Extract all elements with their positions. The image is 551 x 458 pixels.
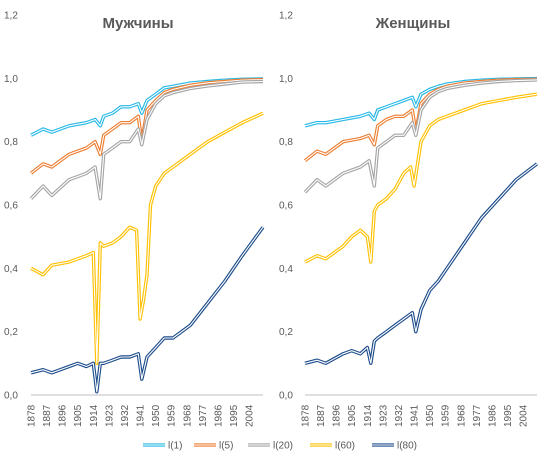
- panel-title: Женщины: [375, 15, 451, 32]
- x-tick-label: 1959: [441, 404, 452, 427]
- x-tick-label: 1896: [58, 404, 69, 427]
- legend-item: l(5): [194, 441, 233, 452]
- legend-item: l(60): [310, 441, 355, 452]
- x-tick-label: 2004: [245, 404, 256, 427]
- series-line-inner: [304, 93, 538, 263]
- y-tick-label: 0,2: [4, 327, 18, 338]
- x-tick-label: 1923: [104, 404, 115, 427]
- series-line-inner: [30, 80, 264, 200]
- series-line-inner: [304, 163, 538, 364]
- series-l-20: [303, 78, 538, 194]
- series-l-5: [29, 77, 264, 175]
- y-tick-label: 0,8: [279, 137, 293, 148]
- series-line-inner: [304, 79, 538, 193]
- series-line-inner: [30, 112, 264, 364]
- x-tick-label: 1932: [120, 404, 131, 427]
- series-l-60: [304, 92, 538, 264]
- y-tick-label: 0,4: [279, 264, 293, 275]
- series-l-5: [303, 77, 538, 163]
- legend-item: l(1): [143, 441, 182, 452]
- x-tick-label: 1950: [151, 404, 162, 427]
- x-tick-label: 1878: [27, 404, 38, 427]
- x-tick-label: 1941: [136, 404, 147, 427]
- x-tick-label: 1959: [167, 404, 178, 427]
- y-tick-label: 0,2: [279, 327, 293, 338]
- x-tick-label: 1914: [363, 404, 374, 427]
- x-tick-label: 1887: [316, 404, 327, 427]
- series-line-inner: [30, 79, 264, 174]
- panel-title: Мужчины: [102, 15, 173, 32]
- y-tick-label: 1,0: [4, 74, 18, 85]
- x-tick-label: 1941: [410, 404, 421, 427]
- y-tick-label: 0,6: [279, 201, 293, 212]
- x-tick-label: 1923: [378, 404, 389, 427]
- x-tick-label: 1995: [503, 404, 514, 427]
- legend-label: l(20): [273, 441, 293, 452]
- x-tick-label: 1950: [425, 404, 436, 427]
- x-tick-label: 1905: [73, 404, 84, 427]
- legend-label: l(1): [168, 441, 182, 452]
- y-tick-label: 0,4: [4, 264, 18, 275]
- series-l-60: [30, 111, 264, 365]
- y-tick-label: 1,2: [279, 11, 293, 22]
- x-tick-label: 1986: [487, 404, 498, 427]
- x-tick-label: 2004: [519, 404, 530, 427]
- x-tick-label: 1914: [89, 404, 100, 427]
- panel-men: Мужчины 0,0 0,2 0,4 0,6 0,8 1,0 1,2 1878 1887 1896…: [4, 11, 265, 427]
- x-tick-label: 1887: [42, 404, 53, 427]
- series-l-80: [304, 162, 539, 365]
- legend-label: l(60): [335, 441, 355, 452]
- series-line-outer: [304, 162, 539, 365]
- y-tick-label: 0,8: [4, 137, 18, 148]
- x-tick-label: 1986: [213, 404, 224, 427]
- series-line-inner: [30, 78, 264, 136]
- legend-item: l(20): [248, 441, 293, 452]
- y-tick-label: 1,2: [4, 11, 18, 22]
- x-tick-label: 1977: [472, 404, 483, 427]
- y-tick-label: 0,0: [279, 391, 293, 402]
- series-line-inner: [304, 78, 538, 162]
- x-tick-label: 1932: [394, 404, 405, 427]
- legend-label: l(80): [397, 441, 417, 452]
- y-tick-label: 0,0: [4, 391, 18, 402]
- panel-women: Женщины 0,0 0,2 0,4 0,6 0,8 1,0 1,2 1878 1887 1896…: [279, 11, 539, 427]
- x-tick-label: 1968: [456, 404, 467, 427]
- x-tick-label: 1995: [229, 404, 240, 427]
- legend-item: l(80): [372, 441, 417, 452]
- series-l-1: [30, 77, 264, 137]
- y-tick-label: 1,0: [279, 74, 293, 85]
- series-l-20: [29, 79, 264, 201]
- series-l-80: [30, 226, 265, 394]
- series-line-outer: [30, 111, 264, 365]
- x-tick-label: 1896: [332, 404, 343, 427]
- x-tick-label: 1977: [198, 404, 209, 427]
- x-tick-label: 1878: [301, 404, 312, 427]
- legend-label: l(5): [219, 441, 233, 452]
- series-line-inner: [30, 226, 264, 393]
- x-tick-label: 1968: [182, 404, 193, 427]
- y-tick-label: 0,6: [4, 201, 18, 212]
- legend: l(1) l(5) l(20) l(60) l(80): [143, 441, 417, 452]
- x-tick-label: 1905: [347, 404, 358, 427]
